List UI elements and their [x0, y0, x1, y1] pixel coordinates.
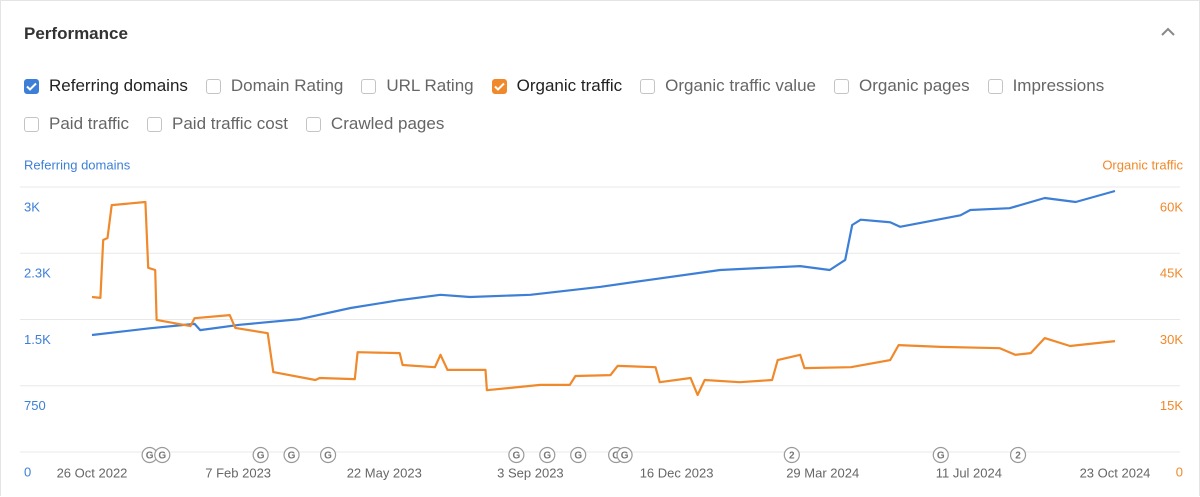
update-marker-label: G — [574, 451, 582, 462]
checkbox-label: Paid traffic cost — [172, 114, 288, 133]
update-marker-label: G — [612, 451, 620, 462]
update-marker — [319, 446, 337, 464]
x-tick-label: 29 Mar 2024 — [786, 465, 859, 480]
checkbox[interactable] — [24, 78, 39, 94]
update-marker-label: G — [257, 451, 265, 462]
metric-checkbox[interactable]: Paid traffic — [24, 112, 129, 136]
check-icon — [493, 82, 505, 91]
metric-checkbox[interactable]: Crawled pages — [305, 112, 445, 136]
x-tick-label: 16 Dec 2023 — [640, 465, 714, 480]
panel-title: Performance — [24, 24, 128, 43]
metric-checkbox[interactable]: Organic pages — [834, 74, 970, 98]
check-icon — [26, 82, 37, 91]
checkbox[interactable] — [147, 116, 163, 132]
checkbox[interactable] — [834, 78, 849, 94]
y2-tick-label: 0 — [1176, 464, 1183, 479]
update-marker-label: G — [621, 451, 629, 462]
metric-checkbox[interactable]: Paid traffic cost — [147, 112, 288, 136]
update-marker-label: G — [937, 451, 945, 462]
metric-checkbox[interactable]: Domain Rating — [205, 74, 344, 98]
x-tick-label: 22 May 2023 — [347, 465, 422, 480]
x-tick-label: 3 Sep 2023 — [497, 465, 564, 480]
update-marker — [539, 446, 556, 464]
checkbox[interactable] — [491, 78, 507, 94]
checkbox[interactable] — [24, 116, 39, 132]
update-marker — [570, 446, 587, 464]
checkbox-label: Crawled pages — [330, 114, 445, 133]
collapse-button[interactable] — [1160, 26, 1176, 38]
y2-tick-label: 60K — [1160, 199, 1183, 214]
checkbox[interactable] — [361, 78, 377, 94]
checkbox[interactable] — [640, 78, 656, 94]
checkbox[interactable] — [987, 78, 1003, 94]
checkbox-label: Organic traffic — [516, 76, 623, 95]
metric-checkbox[interactable]: Organic traffic value — [640, 74, 816, 98]
y-tick-label: 750 — [24, 398, 46, 413]
update-marker — [932, 446, 949, 464]
metric-checkbox[interactable]: URL Rating — [361, 74, 474, 98]
checkbox-label: Organic pages — [859, 76, 970, 95]
y2-axis-title: Organic traffic — [1102, 157, 1183, 172]
checkbox[interactable] — [305, 116, 321, 132]
y2-tick-label: 30K — [1160, 332, 1183, 347]
y2-tick-label: 45K — [1160, 266, 1183, 281]
update-marker — [616, 446, 633, 464]
y-tick-label: 0 — [24, 464, 31, 479]
y-tick-label: 3K — [24, 199, 40, 214]
update-marker-label: G — [146, 451, 154, 462]
checkbox-label: Paid traffic — [49, 114, 130, 133]
update-marker-label: G — [158, 451, 166, 462]
update-marker-label: 2 — [1015, 451, 1021, 462]
series-line — [91, 200, 1116, 397]
update-marker — [283, 446, 300, 464]
update-marker-label: G — [543, 451, 551, 462]
checkbox-label: Domain Rating — [230, 76, 344, 95]
checkbox-label: Organic traffic value — [665, 76, 816, 95]
x-tick-label: 7 Feb 2023 — [205, 465, 271, 480]
update-marker — [783, 446, 800, 464]
metric-checkbox[interactable]: Impressions — [987, 74, 1105, 98]
checkbox[interactable] — [205, 78, 221, 94]
x-tick-label: 11 Jul 2024 — [936, 465, 1002, 480]
update-marker-label: G — [288, 451, 296, 462]
y-axis-title: Referring domains — [24, 157, 131, 172]
y2-tick-label: 15K — [1160, 398, 1183, 413]
y-tick-label: 1.5K — [24, 332, 51, 347]
update-marker-label: G — [512, 451, 520, 462]
checkbox-label: URL Rating — [386, 76, 474, 95]
update-marker — [1009, 446, 1027, 464]
checkbox-label: Referring domains — [49, 76, 188, 95]
update-marker — [154, 446, 171, 464]
metric-checkbox[interactable]: Organic traffic — [491, 74, 623, 98]
update-marker — [252, 446, 269, 464]
update-marker-label: 2 — [789, 451, 795, 462]
checkbox-label: Impressions — [1012, 76, 1105, 95]
metric-options: Referring domains Domain Rating URL Rating… — [24, 74, 1184, 136]
update-marker-label: G — [324, 451, 332, 462]
y-tick-label: 2.3K — [24, 266, 51, 281]
x-tick-label: 23 Oct 2024 — [1080, 465, 1151, 480]
x-tick-label: 26 Oct 2022 — [57, 465, 128, 480]
update-marker — [508, 446, 525, 464]
metric-checkbox[interactable]: Referring domains — [24, 74, 188, 98]
series-line — [91, 189, 1116, 337]
